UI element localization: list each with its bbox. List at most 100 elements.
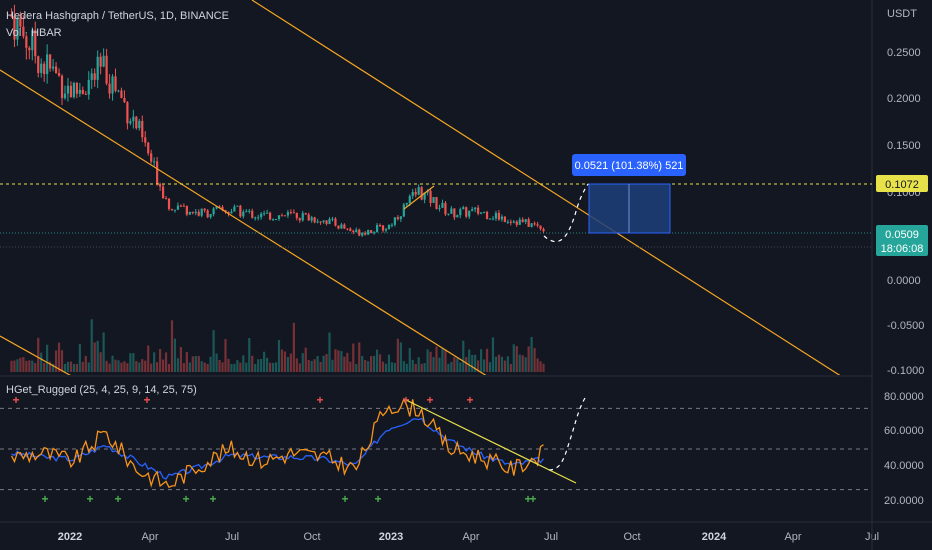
- candle: [13, 4, 16, 48]
- volume-bar: [54, 350, 58, 372]
- volume-bar: [46, 344, 49, 372]
- candle: [444, 200, 447, 217]
- sell-signal-marker: +: [402, 393, 409, 407]
- time-tick: Jul: [225, 531, 239, 543]
- volume-bar: [215, 353, 218, 372]
- candle: [399, 216, 402, 223]
- volume-bar: [66, 361, 70, 372]
- volume-bar: [340, 351, 343, 372]
- volume-bar: [450, 361, 453, 372]
- candle: [57, 68, 61, 77]
- volume-bar: [414, 363, 417, 372]
- svg-text:0.0509: 0.0509: [885, 229, 919, 241]
- volume-bar: [441, 347, 444, 372]
- volume-bar: [263, 351, 266, 372]
- volume-bar: [319, 361, 322, 372]
- channel-line-lower[interactable]: [0, 335, 75, 378]
- volume-bar: [120, 362, 123, 372]
- volume-bar: [147, 345, 150, 372]
- buy-signal-marker: +: [41, 492, 48, 506]
- indicator-trend-line[interactable]: [403, 398, 577, 484]
- volume-bar: [108, 363, 111, 372]
- target-price-label: 0.1072: [876, 175, 928, 192]
- candle: [156, 156, 159, 186]
- volume-bar: [75, 363, 78, 372]
- channel-line-middle[interactable]: [0, 69, 490, 378]
- candle: [40, 58, 43, 78]
- channel-line-upper[interactable]: [251, 0, 880, 401]
- time-axis[interactable]: 2022 Apr Jul Oct 2023 Apr Jul Oct 2024 Apr Jul: [58, 531, 879, 543]
- volume-bar: [417, 357, 420, 372]
- candle: [197, 209, 200, 217]
- projection-path[interactable]: [543, 183, 589, 243]
- volume-bar: [506, 356, 509, 372]
- candle: [108, 74, 111, 99]
- volume-bar: [105, 360, 108, 372]
- volume-bar: [361, 356, 364, 372]
- volume-bar: [349, 361, 352, 372]
- volume-bar: [370, 356, 373, 372]
- candle: [515, 220, 518, 227]
- buy-signal-marker: +: [529, 492, 536, 506]
- candle: [500, 214, 504, 222]
- volume-bar: [236, 360, 239, 372]
- indicator-tick: 60.0000: [884, 425, 924, 437]
- volume-bar: [331, 359, 334, 372]
- volume-bar: [268, 362, 272, 372]
- volume-bar: [474, 354, 477, 372]
- candle: [81, 86, 84, 95]
- volume-bar: [426, 349, 429, 372]
- candle: [477, 205, 480, 216]
- volume-bar: [292, 322, 295, 372]
- indicator-tick: 20.0000: [884, 495, 924, 507]
- volume-bar: [170, 320, 174, 372]
- candle: [254, 216, 257, 221]
- sell-signal-marker: +: [143, 393, 150, 407]
- candle: [459, 207, 462, 219]
- volume-bar: [456, 358, 459, 372]
- volume-bar: [93, 342, 96, 372]
- price-axis[interactable]: USDT 0.25000.20000.15000.10000.05000.000…: [887, 8, 924, 377]
- volume-bar: [352, 343, 355, 372]
- volume-bar: [447, 363, 450, 372]
- indicator-projection[interactable]: [548, 397, 586, 471]
- candle: [78, 82, 81, 97]
- trend-line-small[interactable]: [403, 185, 435, 210]
- price-tick: 0.2000: [887, 93, 921, 105]
- volume-bar: [479, 349, 483, 372]
- candle: [22, 15, 25, 39]
- candle: [346, 228, 349, 231]
- volume-bar: [482, 359, 486, 372]
- volume-bar: [57, 342, 61, 372]
- candle: [170, 208, 174, 211]
- volume-bar: [19, 357, 22, 372]
- candle: [479, 212, 483, 215]
- volume-bar: [459, 362, 462, 372]
- indicator-main-line[interactable]: [10, 397, 544, 489]
- candle: [93, 68, 96, 87]
- volume-bar: [22, 357, 25, 372]
- indicator-label: HGet_Rugged (25, 4, 25, 9, 14, 25, 75): [6, 384, 197, 396]
- volume-bar: [384, 363, 388, 372]
- candle: [381, 225, 385, 233]
- candle: [96, 50, 99, 89]
- candle: [343, 223, 346, 229]
- candle: [75, 81, 78, 99]
- candle: [277, 215, 281, 221]
- candle: [530, 223, 533, 228]
- volume-bar: [364, 360, 367, 372]
- candlesticks[interactable]: [10, 4, 545, 237]
- candle: [105, 48, 108, 86]
- volume-bar: [322, 355, 325, 372]
- volume-bar: [367, 361, 370, 372]
- candle: [435, 196, 438, 210]
- volume-bar: [31, 360, 34, 372]
- buy-signal-marker: +: [524, 492, 531, 506]
- candle: [200, 208, 203, 218]
- candle: [69, 81, 73, 98]
- volume-bar: [87, 362, 90, 372]
- volume-bar: [114, 359, 117, 372]
- volume-bar: [289, 353, 292, 372]
- candle: [462, 205, 465, 210]
